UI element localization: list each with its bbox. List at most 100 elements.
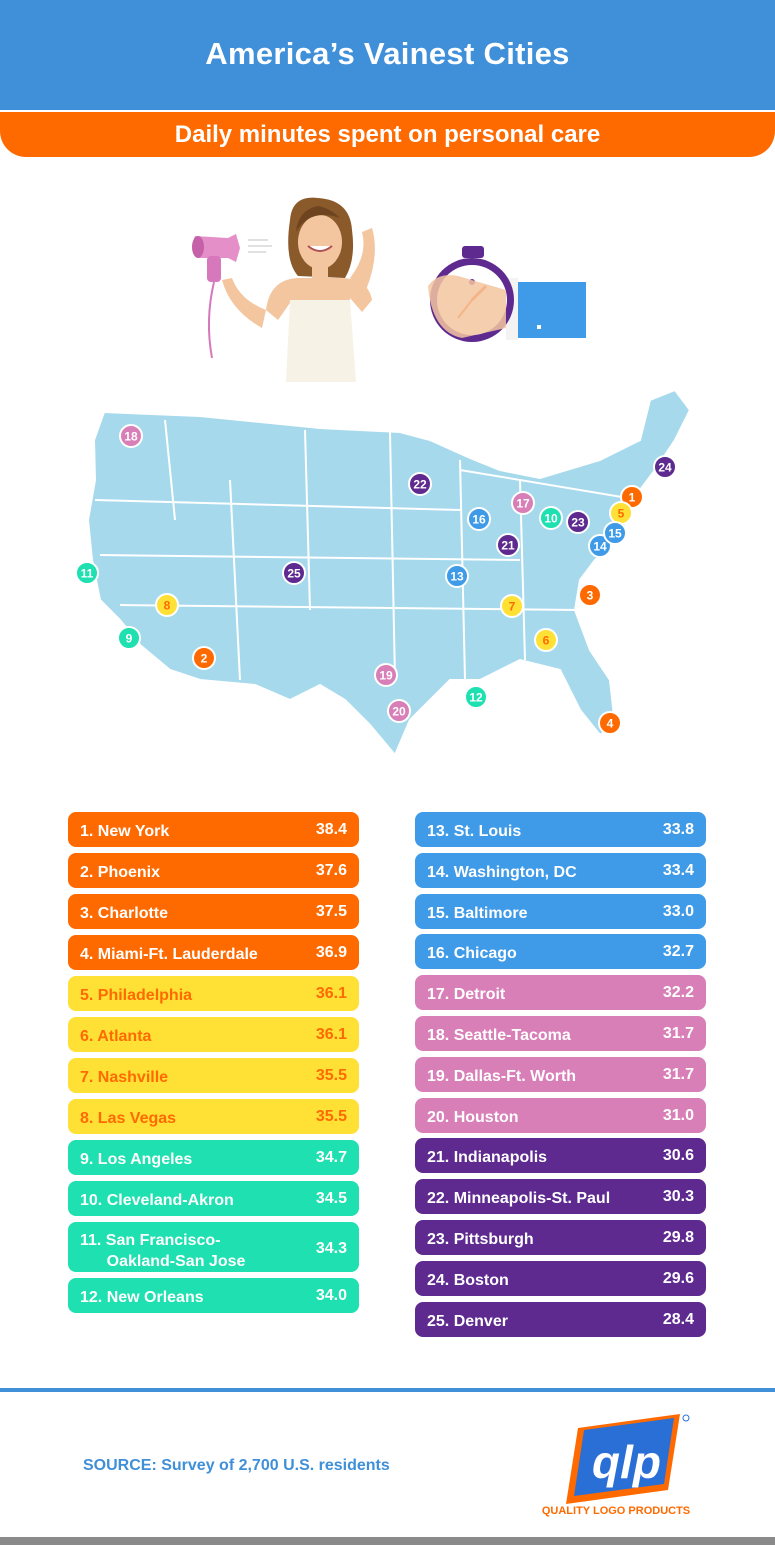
map-marker (155, 593, 179, 617)
map-marker-label: 10 (544, 512, 558, 526)
qlp-logo: qlp (566, 1414, 690, 1504)
rank-label: 18. Seattle-Tacoma (427, 1027, 571, 1044)
map-marker-label: 9 (126, 632, 133, 646)
rank-row: 23. Pittsburgh 29.8 (415, 1220, 706, 1255)
map-marker-label: 14 (593, 540, 607, 554)
map-marker (192, 646, 216, 670)
rank-row: 16. Chicago 32.7 (415, 934, 706, 970)
rank-label: 25. Denver (427, 1312, 508, 1330)
rank-label: 22. Minneapolis-St. Paul (427, 1190, 611, 1208)
map-marker (511, 491, 535, 515)
rank-label: 23. Pittsburgh (427, 1231, 534, 1248)
map-marker-label: 6 (543, 634, 550, 648)
map-marker (539, 506, 563, 530)
map-marker-label: 21 (501, 539, 515, 553)
rank-row: 3. Charlotte 37.5 (68, 894, 359, 929)
map-marker (500, 594, 524, 618)
rank-label: 20. Houston (427, 1108, 519, 1126)
map-marker (445, 564, 469, 588)
rank-value: 37.5 (315, 903, 347, 920)
map-marker (117, 626, 141, 650)
map-marker-label: 12 (469, 691, 483, 705)
rank-value: 34.3 (315, 1240, 347, 1257)
rank-label: 17. Detroit (427, 986, 506, 1004)
stopwatch-icon (428, 246, 586, 342)
rank-value: 30.3 (662, 1188, 694, 1206)
rank-value: 34.0 (315, 1287, 347, 1304)
map-marker (467, 507, 491, 531)
rank-row: 18. Seattle-Tacoma 31.7 (415, 1016, 706, 1051)
rank-row: 7. Nashville 35.5 (68, 1058, 359, 1093)
rank-label: 15. Baltimore (427, 904, 528, 922)
rank-row: 25. Denver 28.4 (415, 1301, 706, 1337)
source-note: SOURCE: Survey of 2,700 U.S. residents (83, 1457, 390, 1474)
map-marker-label: 18 (124, 430, 138, 444)
map-marker-label: 16 (472, 513, 486, 527)
map-marker-label: 22 (413, 478, 427, 492)
rank-label: 9. Los Angeles (80, 1151, 193, 1168)
map-marker-label: 25 (287, 567, 301, 581)
rank-value: 30.6 (662, 1147, 694, 1165)
rank-list-right: 13. St. Louis 33.8 14. Washington, DC 33.4 1… (415, 812, 706, 1342)
rank-row: 10. Cleveland-Akron 34.5 (68, 1181, 359, 1216)
rank-value: 34.7 (315, 1149, 347, 1166)
rank-label: 10. Cleveland-Akron (80, 1192, 234, 1209)
map-marker-label: 15 (608, 527, 622, 541)
rank-row: 14. Washington, DC 33.4 (415, 852, 706, 888)
rank-label: 3. Charlotte (80, 905, 169, 922)
map-marker (578, 583, 602, 607)
rank-label: 11. San Francisco- Oakland-San Jose (80, 1232, 246, 1270)
map-marker (653, 455, 677, 479)
subtitle-banner (0, 112, 775, 157)
rank-label: 1. New York (80, 823, 170, 840)
map-marker (534, 628, 558, 652)
rank-label: 2. Phoenix (80, 864, 161, 881)
bottom-bar (0, 1537, 775, 1545)
rank-row: 1. New York 38.4 (68, 812, 359, 847)
rank-value: 33.0 (662, 902, 694, 920)
rank-label: 19. Dallas-Ft. Worth (427, 1067, 577, 1085)
rank-value: 34.5 (315, 1190, 347, 1207)
rank-row: 17. Detroit 32.2 (415, 975, 706, 1011)
map-marker-label: 4 (607, 717, 614, 731)
map-marker (496, 533, 520, 557)
map-marker-label: 11 (81, 567, 94, 581)
map-marker-label: 3 (587, 589, 594, 603)
rank-value: 36.1 (315, 1026, 347, 1043)
rank-row: 20. Houston 31.0 (415, 1097, 706, 1133)
map-marker-label: 1 (629, 491, 636, 505)
rank-list-left: 1. New York 38.4 2. Phoenix 37.6 3. Charlott… (68, 812, 359, 1317)
map-marker (119, 424, 143, 448)
rank-row: 12. New Orleans 34.0 (68, 1278, 359, 1313)
rank-label: 5. Philadelphia (80, 987, 193, 1004)
rank-label: 8. Las Vegas (80, 1110, 177, 1127)
rank-value: 35.5 (315, 1108, 347, 1125)
map-marker (374, 663, 398, 687)
map-marker-label: 19 (379, 669, 393, 683)
illustration (192, 197, 586, 382)
rank-row: 19. Dallas-Ft. Worth 31.7 (415, 1056, 706, 1092)
rank-label: 13. St. Louis (427, 823, 522, 840)
map-marker-label: 20 (392, 705, 406, 719)
rank-row: 11. San Francisco- Oakland-San Jose 34.3 (68, 1222, 359, 1272)
map-marker (387, 699, 411, 723)
map-marker-label: 24 (658, 461, 672, 475)
rank-row: 24. Boston 29.6 (415, 1260, 706, 1296)
map-marker (75, 561, 99, 585)
map-marker-label: 8 (164, 599, 171, 613)
rank-value: 29.8 (662, 1229, 694, 1246)
map-shape (86, 388, 692, 757)
rank-row: 9. Los Angeles 34.7 (68, 1140, 359, 1175)
woman-illustration (222, 197, 375, 382)
rank-row: 22. Minneapolis-St. Paul 30.3 (415, 1179, 706, 1215)
rank-value: 35.5 (315, 1067, 347, 1084)
map-marker-label: 7 (509, 600, 516, 614)
footer-divider (0, 1388, 775, 1392)
rank-value: 37.6 (315, 862, 347, 879)
map-marker (408, 472, 432, 496)
map-marker-label: 2 (201, 652, 208, 666)
rank-label: 21. Indianapolis (427, 1149, 548, 1167)
map-marker-label: 17 (516, 497, 530, 511)
rank-value: 28.4 (662, 1310, 694, 1328)
hair-dryer-icon (192, 234, 272, 359)
